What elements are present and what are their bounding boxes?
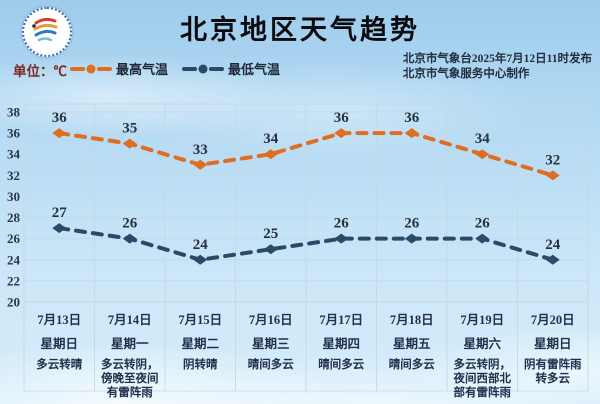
x-axis-column: 7月14日星期一多云转阴，傍晚至夜间有雷阵雨 — [96, 302, 165, 399]
high-temp-marker — [122, 138, 137, 149]
y-axis-tick-label: 34 — [7, 147, 21, 162]
x-axis-column: 7月18日星期五晴间多云 — [378, 302, 447, 392]
weather-label: 晴间多云 — [247, 359, 294, 371]
y-axis-tick-label: 22 — [7, 273, 20, 288]
low-temp-marker — [404, 233, 419, 244]
weekday-label: 星期二 — [181, 337, 219, 351]
weekday-label: 星期六 — [463, 337, 501, 351]
page-title: 北京地区天气趋势 — [180, 15, 420, 45]
high-temp-value-label: 35 — [122, 121, 137, 137]
high-temp-marker — [404, 128, 419, 139]
weekday-label: 星期日 — [40, 337, 78, 351]
high-temp-line-sample-icon — [70, 64, 112, 73]
high-temp-marker — [193, 159, 208, 170]
weather-label: 晴间多云 — [388, 359, 435, 371]
weekday-label: 星期四 — [322, 337, 360, 351]
weekday-label: 星期日 — [533, 337, 572, 351]
date-label: 7月16日 — [248, 313, 293, 327]
low-temp-value-label: 26 — [475, 216, 491, 232]
y-axis-tick-label: 28 — [7, 210, 21, 225]
x-axis-column: 7月19日星期六多云转阴，夜间西部北部有雷阵雨 — [448, 302, 517, 399]
y-axis-tick-label: 26 — [7, 231, 21, 246]
y-axis-tick-label: 24 — [7, 252, 21, 267]
legend-label-high-temp: 最高气温 — [116, 62, 169, 77]
low-temp-value-label: 26 — [334, 216, 350, 232]
date-label: 7月13日 — [37, 313, 82, 327]
date-label: 7月15日 — [178, 313, 223, 327]
weather-label: 多云转阴，夜间西部北部有雷阵雨 — [453, 359, 512, 399]
legend-label-low-temp: 最低气温 — [228, 62, 281, 77]
low-temp-marker — [193, 254, 208, 265]
high-temp-value-label: 34 — [263, 131, 279, 147]
weather-label: 多云转阴，傍晚至夜间有雷阵雨 — [101, 359, 159, 399]
x-axis-column: 7月15日星期二阴转晴 — [166, 302, 235, 392]
high-temp-value-label: 33 — [193, 142, 208, 158]
low-temp-marker — [545, 254, 560, 265]
low-temp-line — [57, 226, 555, 262]
weekday-label: 星期五 — [392, 337, 431, 351]
low-temp-marker — [475, 233, 490, 244]
high-temp-marker — [545, 170, 560, 181]
high-temp-marker — [334, 128, 349, 139]
date-label: 7月14日 — [107, 313, 152, 327]
x-axis-column: 7月16日星期三晴间多云 — [237, 302, 306, 392]
publisher-line-2: 北京市气象服务中心制作 — [402, 67, 530, 80]
legend-item-low-temp: 最低气温 — [182, 59, 280, 78]
y-axis-tick-label: 30 — [7, 189, 20, 204]
y-axis-tick-label: 20 — [7, 295, 20, 310]
publisher-line-1: 北京市气象台2025年7月12日11时发布 — [402, 53, 592, 65]
y-axis-tick-label: 38 — [7, 105, 21, 120]
weather-label: 晴间多云 — [318, 359, 365, 371]
x-axis-column: 7月13日星期日多云转晴 — [25, 302, 94, 392]
low-temp-value-label: 27 — [52, 205, 68, 221]
high-temp-value-label: 36 — [334, 110, 350, 126]
high-temp-line — [57, 131, 555, 178]
weekday-label: 星期一 — [110, 337, 149, 351]
low-temp-value-label: 26 — [404, 216, 420, 232]
date-label: 7月20日 — [530, 313, 575, 327]
weather-label: 阴转晴 — [183, 359, 218, 371]
weather-label: 阴有雷阵雨转多云 — [524, 359, 582, 385]
weather-service-logo-icon — [22, 7, 72, 57]
high-temp-value-label: 36 — [404, 110, 420, 126]
unit-label: 单位：℃ — [13, 64, 67, 79]
high-temp-value-label: 32 — [545, 152, 560, 168]
low-temp-value-label: 26 — [122, 216, 138, 232]
high-temp-marker — [475, 149, 490, 160]
low-temp-value-label: 25 — [263, 226, 278, 242]
low-temp-marker — [263, 244, 278, 255]
weather-label: 多云转晴 — [36, 359, 83, 371]
publisher-info: 北京市气象台2025年7月12日11时发布 北京市气象服务中心制作 — [403, 52, 592, 81]
high-temp-value-label: 36 — [52, 110, 68, 126]
legend-item-high-temp: 最高气温 — [70, 59, 168, 78]
high-temp-marker — [52, 128, 67, 139]
date-label: 7月18日 — [389, 313, 434, 327]
date-label: 7月17日 — [319, 313, 364, 327]
y-axis-tick-label: 32 — [7, 168, 20, 183]
y-axis-tick-label: 36 — [7, 126, 21, 141]
low-temp-line-sample-icon — [182, 64, 225, 73]
x-axis-column: 7月17日星期四晴间多云 — [307, 302, 376, 392]
low-temp-marker — [52, 223, 67, 234]
weekday-label: 星期三 — [251, 337, 290, 351]
low-temp-value-label: 24 — [545, 237, 561, 253]
high-temp-value-label: 34 — [475, 131, 491, 147]
logo-stripes-icon — [32, 17, 58, 42]
low-temp-value-label: 24 — [193, 237, 209, 253]
low-temp-marker — [334, 233, 349, 244]
x-axis-labels: 7月13日 星期日 多云转晴 7月14日 星期一 多云转阴，傍晚至夜间有雷阵雨 7月15日星… — [0, 302, 600, 399]
legend: 最高气温 最低气温 — [70, 59, 280, 78]
low-temp-marker — [122, 233, 137, 244]
high-temp-marker — [263, 149, 278, 160]
x-axis-column: 7月20日星期日阴有雷阵雨转多云 — [519, 302, 588, 392]
date-label: 7月19日 — [460, 313, 505, 327]
